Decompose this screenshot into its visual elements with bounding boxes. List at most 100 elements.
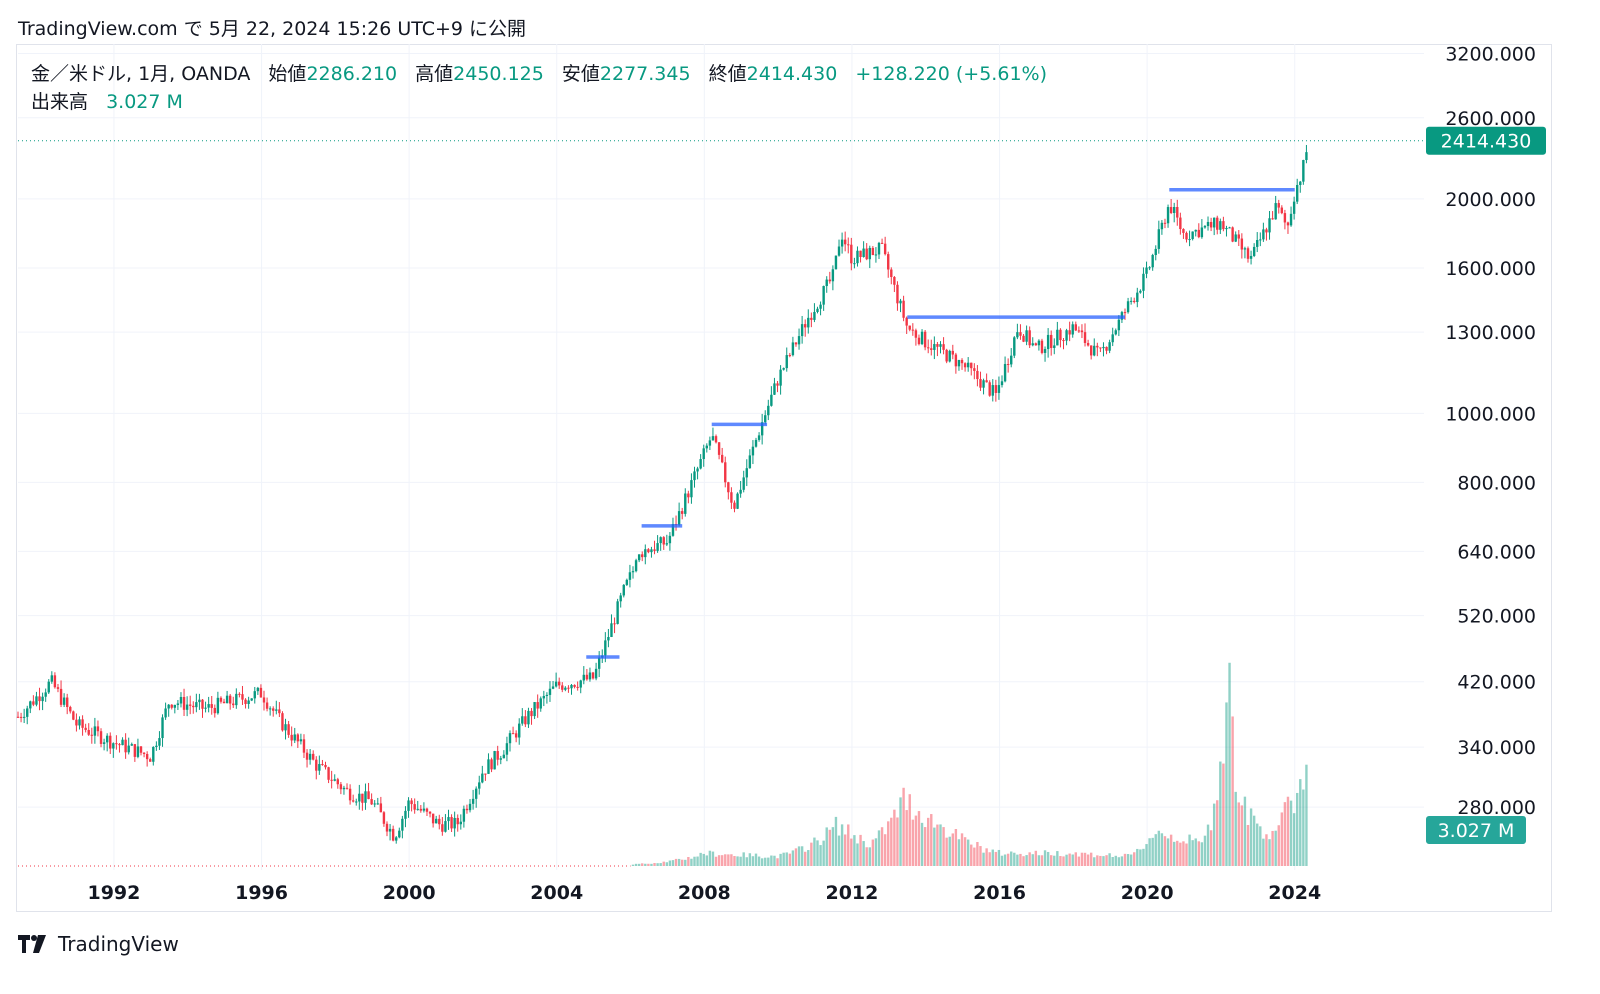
candle-body xyxy=(201,699,204,709)
candle-body xyxy=(770,394,773,406)
candle-body xyxy=(447,817,450,822)
candle-body xyxy=(450,817,453,829)
candle-body xyxy=(622,584,625,596)
candle-body xyxy=(468,803,472,811)
candle-body xyxy=(653,549,656,551)
candle-body xyxy=(84,727,87,730)
candle-body xyxy=(56,687,60,689)
candle-body xyxy=(1010,355,1013,365)
x-tick-label: 2024 xyxy=(1268,882,1321,904)
volume-bar xyxy=(1151,837,1154,866)
candle-body xyxy=(699,459,702,469)
volume-bar xyxy=(770,855,773,866)
volume-bar xyxy=(1268,839,1271,866)
candle-body xyxy=(1166,207,1170,224)
candle-body xyxy=(195,702,198,708)
volume-bar xyxy=(816,840,819,866)
candle-body xyxy=(681,511,684,514)
candle-body xyxy=(997,385,1001,393)
candle-body xyxy=(235,693,238,706)
candle-body xyxy=(773,383,776,395)
volume-bar xyxy=(717,855,721,866)
candle-body xyxy=(524,716,527,725)
candle-body xyxy=(1129,300,1133,302)
candle-body xyxy=(1240,238,1244,250)
volume-bar xyxy=(745,857,748,866)
high-value: 2450.125 xyxy=(453,63,544,85)
candle-body xyxy=(1099,347,1102,349)
volume-bar xyxy=(871,839,875,866)
candle-body xyxy=(865,248,868,260)
candle-body xyxy=(631,571,635,573)
candle-body xyxy=(474,788,478,799)
candle-body xyxy=(702,448,705,460)
candle-body xyxy=(1105,346,1108,351)
candle-body xyxy=(828,279,831,282)
candle-body xyxy=(730,492,733,503)
volume-bar xyxy=(1040,855,1044,866)
candle-body xyxy=(794,342,798,345)
candle-body xyxy=(256,687,260,692)
candle-body xyxy=(315,759,318,771)
candle-body xyxy=(536,702,539,709)
high-label: 高値 xyxy=(415,63,454,85)
volume-bar xyxy=(1120,856,1124,866)
candle-body xyxy=(994,385,998,393)
candle-body xyxy=(1139,290,1142,293)
candle-body xyxy=(1249,255,1253,259)
candle-body xyxy=(189,704,192,706)
volume-bar xyxy=(659,863,662,866)
volume-bar xyxy=(705,855,708,866)
current-price-label: 2414.430 xyxy=(1441,131,1532,153)
volume-bar xyxy=(1173,841,1176,866)
volume-bar xyxy=(813,837,816,866)
candle-body xyxy=(207,704,210,708)
volume-bar xyxy=(905,810,908,866)
candle-body xyxy=(970,362,973,369)
candle-body xyxy=(502,754,506,759)
candle-body xyxy=(785,355,788,369)
candle-body xyxy=(219,697,223,702)
volume-bar xyxy=(687,857,690,866)
candle-body xyxy=(917,337,921,345)
candle-body xyxy=(170,704,173,708)
symbol-label[interactable]: 金／米ドル, 1月, OANDA xyxy=(31,63,251,85)
candle-body xyxy=(825,279,828,287)
volume-bar xyxy=(1246,824,1250,866)
volume-bar xyxy=(733,856,736,866)
candle-body xyxy=(324,764,327,768)
candle-body xyxy=(444,821,447,832)
volume-bar xyxy=(1166,838,1170,866)
candle-body xyxy=(782,368,785,370)
volume-bar xyxy=(1105,855,1108,866)
brand-name[interactable]: TradingView xyxy=(58,932,179,956)
volume-bar xyxy=(1028,852,1031,866)
volume-bar xyxy=(1194,838,1197,866)
candle-body xyxy=(834,255,838,270)
candle-body xyxy=(779,369,782,386)
volume-bar xyxy=(1086,854,1090,866)
volume-bar xyxy=(1191,840,1194,866)
volume-bar xyxy=(1209,830,1213,866)
volume-bar xyxy=(927,817,930,866)
candle-body xyxy=(705,445,708,449)
volume-bar xyxy=(1305,764,1308,866)
candle-body xyxy=(684,493,687,514)
candle-body xyxy=(625,579,629,585)
candle-body xyxy=(791,342,795,356)
candle-body xyxy=(395,837,398,841)
volume-bar xyxy=(1197,841,1200,866)
volume-bar xyxy=(1212,803,1216,866)
axes: 3200.000 2600.000 2000.000 1600.000 1300.000… xyxy=(18,44,1546,904)
volume-bar xyxy=(850,838,853,866)
tradingview-logo-icon[interactable] xyxy=(18,935,50,953)
volume-bar xyxy=(1046,851,1050,866)
candle-body xyxy=(597,657,601,669)
volume-bar xyxy=(754,853,758,866)
volume-bar xyxy=(791,850,795,866)
candle-body xyxy=(105,735,109,743)
candle-body xyxy=(127,745,130,753)
candle-body xyxy=(296,734,300,742)
volume-bar xyxy=(810,842,813,866)
